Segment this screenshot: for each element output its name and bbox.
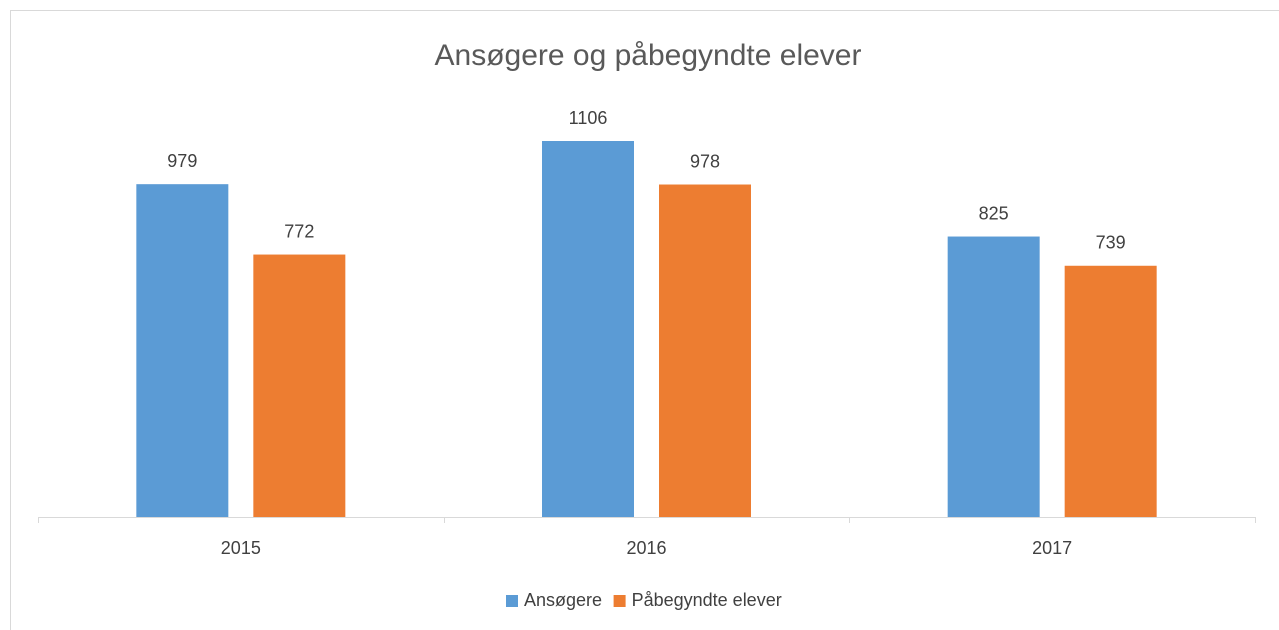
bar <box>253 254 346 518</box>
data-label: 825 <box>979 203 1009 223</box>
bar <box>1064 265 1157 517</box>
data-label: 979 <box>167 151 197 171</box>
bar <box>542 141 634 517</box>
data-label: 739 <box>1096 233 1126 253</box>
legend-swatch <box>613 595 626 607</box>
x-tick-label: 2016 <box>626 538 666 558</box>
legend-label: Påbegyndte elever <box>632 590 782 610</box>
x-tick-label: 2015 <box>221 538 261 558</box>
legend-label: Ansøgere <box>524 590 602 610</box>
data-label: 1106 <box>569 108 608 128</box>
bar <box>659 184 751 517</box>
data-label: 978 <box>690 151 720 171</box>
bar <box>947 236 1040 517</box>
x-tick-label: 2017 <box>1032 538 1072 558</box>
legend-swatch <box>506 595 518 607</box>
data-label: 772 <box>284 221 314 241</box>
chart-title: Ansøgere og påbegyndte elever <box>435 39 862 72</box>
bar <box>136 184 229 517</box>
